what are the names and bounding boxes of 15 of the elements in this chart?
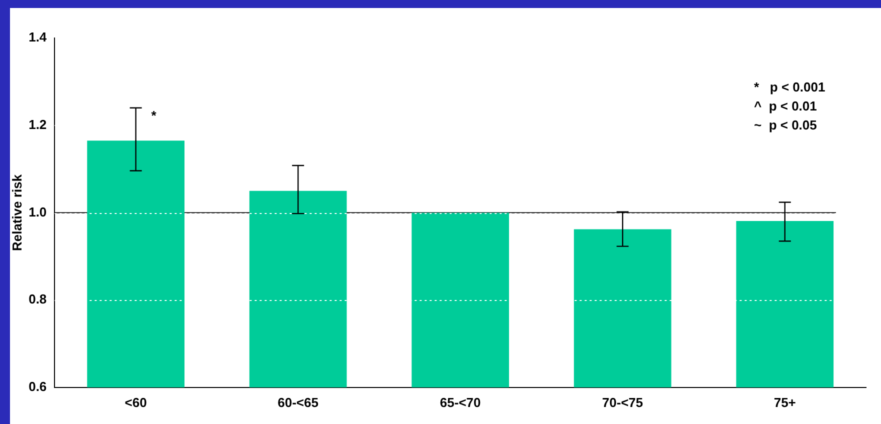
y-tick-label: 1.0 bbox=[28, 204, 47, 220]
annotation: ~ p < 0.05 bbox=[754, 118, 817, 133]
annotation: * bbox=[151, 108, 158, 124]
x-tick-label: 65-<70 bbox=[440, 394, 481, 410]
x-tick-label: 70-<75 bbox=[602, 394, 644, 410]
annotation: ^ p < 0.01 bbox=[754, 98, 817, 114]
y-tick-label: 0.6 bbox=[28, 378, 47, 394]
y-tick-label: 1.4 bbox=[28, 30, 48, 45]
y-tick-label: 1.2 bbox=[28, 116, 47, 132]
x-tick-label: <60 bbox=[124, 394, 147, 410]
y-tick-label: 0.8 bbox=[28, 292, 47, 307]
y-axis-title: Relative risk bbox=[9, 174, 24, 252]
x-tick-label: 60-<65 bbox=[278, 394, 318, 410]
x-tick-label: 75+ bbox=[774, 394, 796, 410]
annotation: * p < 0.001 bbox=[754, 80, 826, 95]
